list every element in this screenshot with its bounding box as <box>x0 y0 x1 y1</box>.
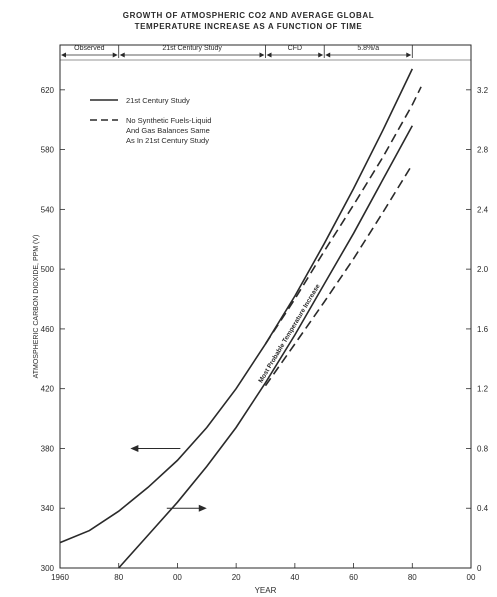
period-arrowhead <box>259 52 265 58</box>
legend-box <box>84 88 262 154</box>
y-tick-label: 380 <box>41 444 55 453</box>
period-label: Observed <box>74 45 104 52</box>
period-arrowhead <box>318 52 324 58</box>
y2-tick-label: 0.4 <box>477 504 489 513</box>
y-axis-label: ATMOSPHERIC CARBON DIOXIDE, PPM (V) <box>33 235 40 379</box>
axis-arrowhead <box>130 444 139 452</box>
legend-label: As In 21st Century Study <box>126 136 209 145</box>
y2-tick-label: 1.6 <box>477 325 489 334</box>
y2-tick-label: 2.0 <box>477 265 489 274</box>
y-tick-label: 300 <box>41 564 55 573</box>
y2-tick-label: 0 <box>477 564 482 573</box>
y-tick-label: 460 <box>41 325 55 334</box>
legend-label: No Synthetic Fuels-Liquid <box>126 116 211 125</box>
x-tick-label: 40 <box>290 573 299 582</box>
y-tick-label: 500 <box>41 265 55 274</box>
period-arrowhead <box>266 52 272 58</box>
y2-tick-label: 0.8 <box>477 444 489 453</box>
x-tick-label: 20 <box>232 573 241 582</box>
period-label: 5.8%/a <box>357 45 379 52</box>
y2-tick-label: 2.4 <box>477 205 489 214</box>
legend-label: 21st Century Study <box>126 96 190 105</box>
y-tick-label: 540 <box>41 205 55 214</box>
x-tick-label: 00 <box>467 573 476 582</box>
y2-tick-label: 1.2 <box>477 385 489 394</box>
period-arrowhead <box>119 52 125 58</box>
period-arrowhead <box>406 52 412 58</box>
legend-label: And Gas Balances Same <box>126 126 210 135</box>
temperature-curve <box>118 125 414 569</box>
x-tick-label: 80 <box>408 573 417 582</box>
band-annotation: Most Probable Temperature Increase <box>257 283 321 385</box>
x-tick-label: 80 <box>114 573 123 582</box>
period-arrowhead <box>325 52 331 58</box>
y-tick-label: 620 <box>41 86 55 95</box>
period-arrowhead <box>61 52 66 58</box>
y2-tick-label: 3.2 <box>477 86 489 95</box>
axis-arrowhead <box>198 504 207 512</box>
period-arrowhead <box>112 52 118 58</box>
y-tick-label: 580 <box>41 146 55 155</box>
x-tick-label: 00 <box>173 573 182 582</box>
x-tick-label: 1960 <box>51 573 69 582</box>
chart-title: GROWTH OF ATMOSPHERIC CO2 AND AVERAGE GL… <box>122 11 375 20</box>
x-axis-label: YEAR <box>255 586 277 595</box>
y-tick-label: 420 <box>41 385 55 394</box>
temperature-curve <box>264 164 413 387</box>
y-tick-label: 340 <box>41 504 55 513</box>
period-label: 21st Century Study <box>162 45 222 52</box>
x-tick-label: 60 <box>349 573 358 582</box>
chart-subtitle: TEMPERATURE INCREASE AS A FUNCTION OF TI… <box>134 22 363 31</box>
y2-tick-label: 2.8 <box>477 146 489 155</box>
co2-curve <box>264 86 422 345</box>
period-label: CFD <box>288 45 302 52</box>
co2-curve <box>59 68 414 544</box>
